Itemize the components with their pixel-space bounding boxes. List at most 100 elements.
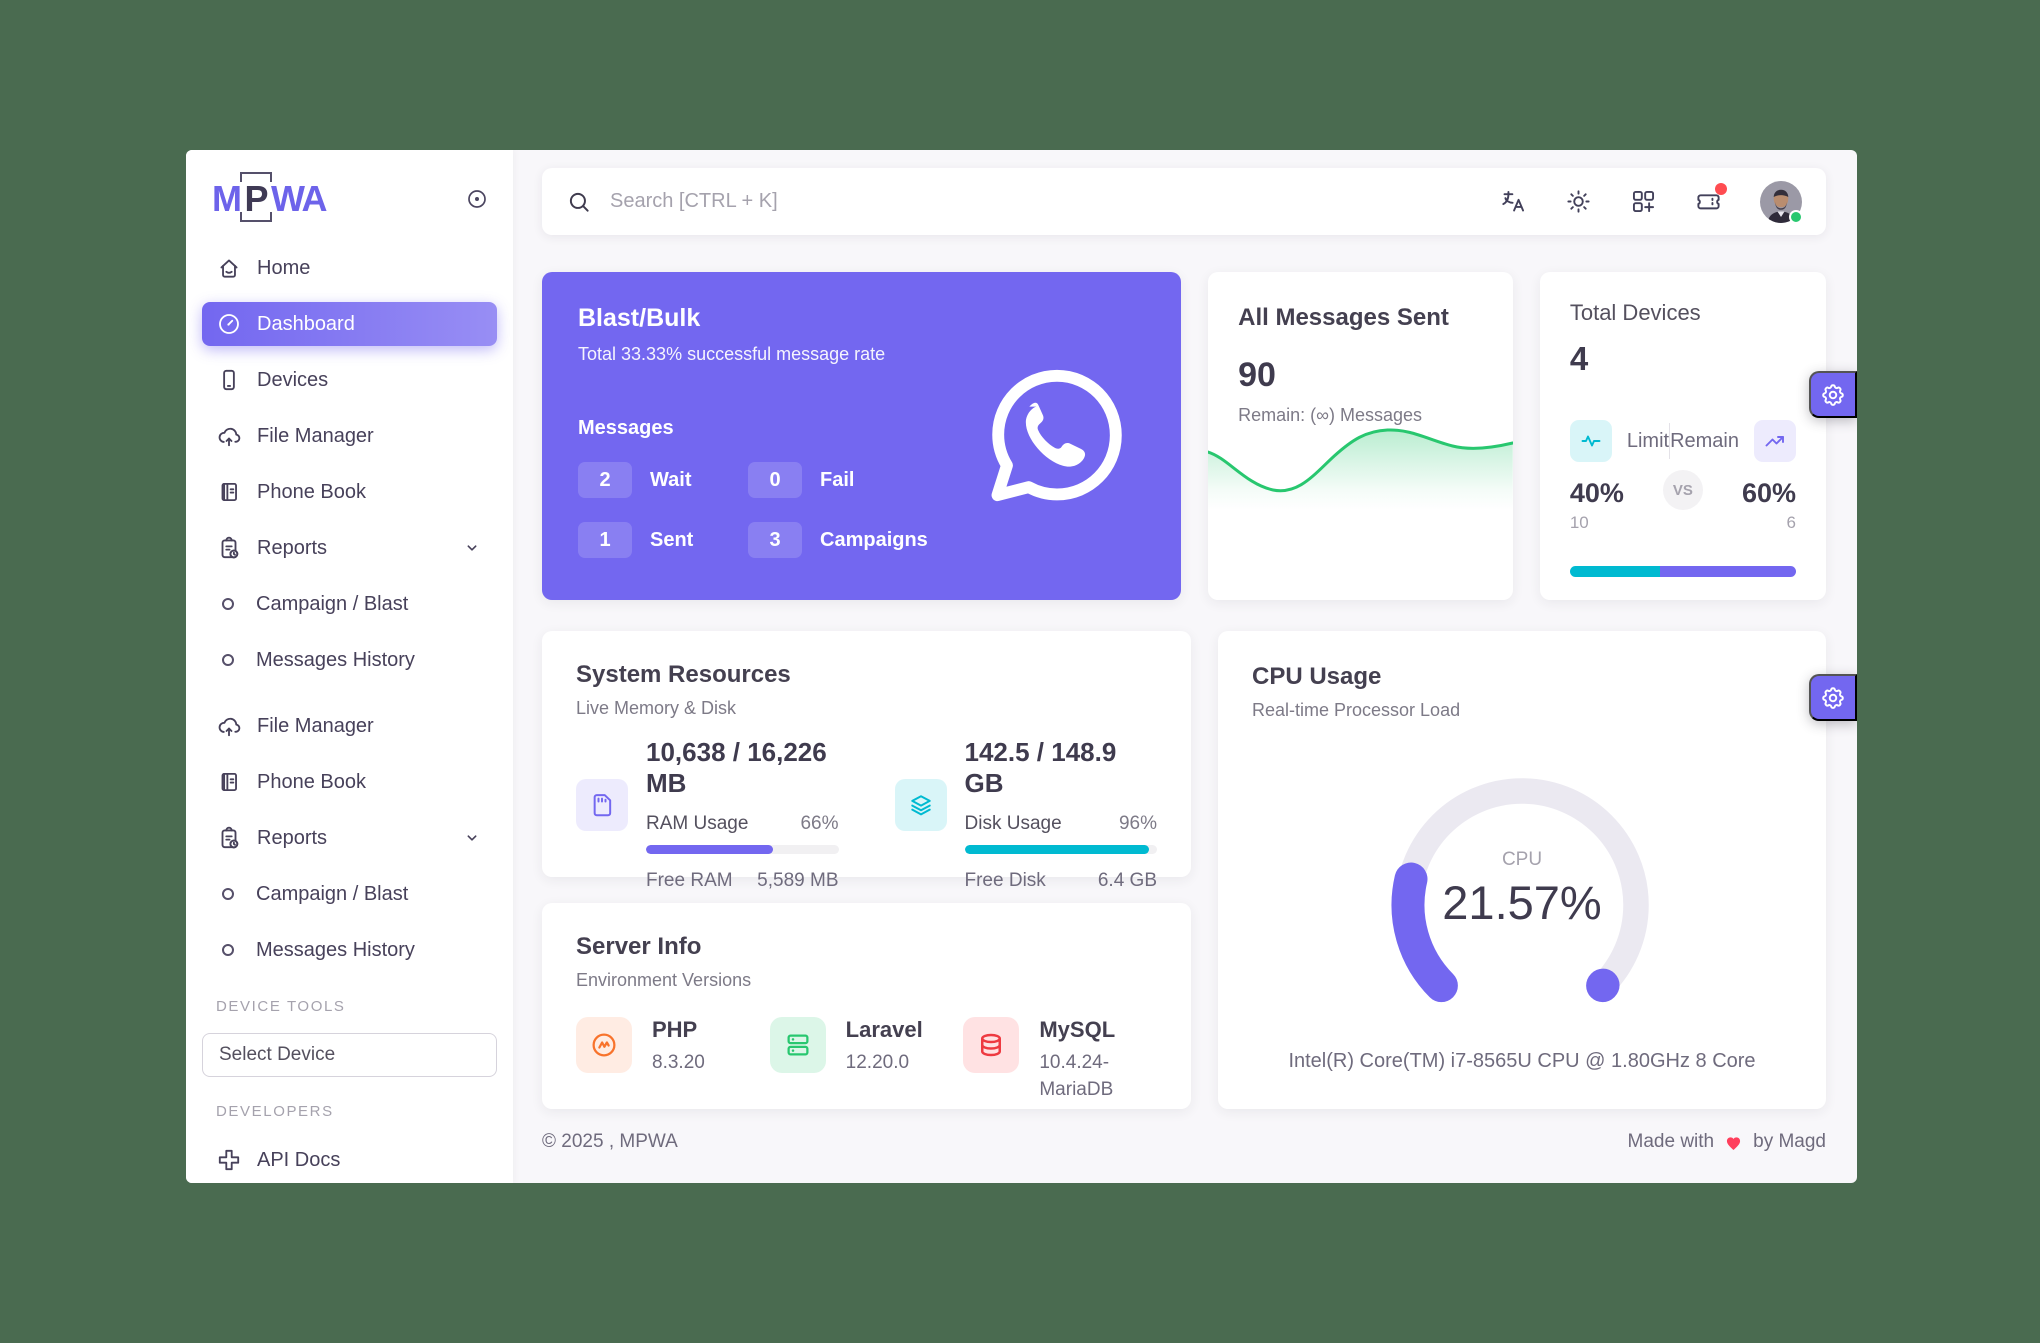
sidebar-item-label: API Docs — [257, 1148, 341, 1171]
limit-label: Limit — [1626, 429, 1670, 452]
sidebar-pin-toggle-icon[interactable] — [465, 187, 489, 211]
cloud-upload-icon — [218, 427, 241, 447]
select-device-dropdown[interactable]: Select Device — [202, 1033, 497, 1077]
limit-pulse-icon — [1569, 420, 1612, 462]
ram-total: 10,638 / 16,226 MB — [646, 737, 827, 798]
logo-part-wa: WA — [271, 178, 328, 219]
total-devices-card: Total Devices 4 Limit Remain — [1539, 272, 1826, 600]
limit-count: 10 — [1569, 513, 1589, 532]
blast-subtitle: Total 33.33% successful message rate — [578, 344, 886, 364]
disk-bar-fill — [964, 845, 1150, 854]
sidebar-item-messages-history[interactable]: Messages History — [202, 928, 497, 972]
section-device-tools: DEVICE TOOLS — [216, 998, 346, 1015]
ram-usage-label: RAM Usage — [646, 813, 749, 834]
blast-stat-campaigns: 3 Campaigns — [748, 522, 1028, 558]
sidebar-item-label: Campaign / Blast — [256, 592, 409, 615]
shortcuts-grid-icon[interactable] — [1630, 188, 1657, 215]
lower-row: System Resources Live Memory & Disk 10,6… — [542, 631, 1826, 1109]
sidebar-item-home[interactable]: Home — [202, 246, 497, 290]
customizer-gear-button-top[interactable] — [1809, 371, 1857, 418]
cpu-gauge-value: 21.57% — [1442, 876, 1602, 929]
sidebar-item-api-docs[interactable]: API Docs — [202, 1138, 497, 1182]
devices-ratio-bar — [1569, 566, 1796, 577]
heart-icon — [1723, 1132, 1744, 1153]
disk-free-value: 6.4 GB — [1097, 870, 1157, 891]
system-resources-title: System Resources — [576, 661, 791, 688]
sidebar: M P WA Home Dashboard Devices File Manager Pho… — [186, 150, 513, 1183]
header-bar — [542, 168, 1826, 235]
sidebar-item-label: Campaign / Blast — [256, 882, 409, 905]
bullet-icon — [222, 888, 234, 900]
disk-bar-track — [964, 845, 1157, 854]
stat-value: 0 — [748, 462, 802, 498]
ram-usage-percent: 66% — [800, 813, 839, 834]
server-env-list: PHP 8.3.20 Laravel 12.20.0 MySQL 10.4.24-Mari… — [576, 1017, 1157, 1103]
sidebar-item-messages-history[interactable]: Messages History — [202, 638, 497, 682]
all-messages-remain: Remain: (∞) Messages — [1238, 405, 1422, 425]
all-messages-value: 90 — [1238, 356, 1276, 394]
logo-part-m: M — [212, 178, 242, 219]
remain-trend-icon — [1754, 420, 1796, 462]
sidebar-item-label: Reports — [257, 826, 328, 849]
disk-stack-icon — [894, 779, 947, 831]
sidebar-item-devices[interactable]: Devices — [202, 358, 497, 402]
app-logo[interactable]: M P WA — [212, 172, 328, 222]
env-version: 8.3.20 — [652, 1052, 705, 1073]
env-name: MySQL — [1039, 1017, 1116, 1042]
messages-spark-chart — [1208, 428, 1513, 510]
blast-stat-sent: 1 Sent — [578, 522, 748, 558]
stat-value: 2 — [578, 462, 632, 498]
search-input[interactable] — [610, 190, 1480, 213]
sidebar-item-reports[interactable]: Reports — [202, 526, 497, 570]
search-icon — [566, 189, 592, 215]
sidebar-item-phone-book[interactable]: Phone Book — [202, 470, 497, 514]
main-content: Blast/Bulk Total 33.33% successful messa… — [513, 150, 1857, 1183]
sidebar-item-dashboard[interactable]: Dashboard — [202, 302, 497, 346]
gear-icon — [1822, 383, 1844, 406]
user-avatar[interactable] — [1760, 180, 1803, 224]
remain-bar-segment — [1660, 566, 1796, 577]
disk-usage-label: Disk Usage — [964, 813, 1062, 834]
sidebar-item-campaign-blast[interactable]: Campaign / Blast — [202, 582, 497, 626]
language-icon[interactable] — [1500, 188, 1527, 215]
remain-percent: 60% — [1741, 478, 1796, 508]
stat-label: Wait — [650, 468, 692, 491]
stat-value: 1 — [578, 522, 632, 558]
sidebar-item-campaign-blast[interactable]: Campaign / Blast — [202, 872, 497, 916]
logo-part-p: P — [239, 172, 272, 222]
footer-copyright: © 2025 , MPWA — [542, 1131, 678, 1152]
sidebar-item-reports[interactable]: Reports — [202, 816, 497, 860]
ram-free-label: Free RAM — [646, 870, 733, 891]
mysql-icon — [963, 1017, 1020, 1073]
online-status-dot — [1789, 209, 1803, 224]
sidebar-item-file-manager[interactable]: File Manager — [202, 704, 497, 748]
phone-book-icon — [221, 482, 237, 502]
sidebar-item-phone-book[interactable]: Phone Book — [202, 760, 497, 804]
customizer-gear-button-bottom[interactable] — [1809, 674, 1857, 721]
sidebar-item-label: Home — [257, 256, 311, 279]
stat-label: Campaigns — [820, 528, 928, 551]
blast-bulk-card: Blast/Bulk Total 33.33% successful messa… — [542, 272, 1182, 600]
system-resources-card: System Resources Live Memory & Disk 10,6… — [542, 631, 1191, 891]
sidebar-item-label: Messages History — [256, 938, 415, 961]
sidebar-item-label: Messages History — [256, 648, 415, 671]
theme-sun-icon[interactable] — [1565, 188, 1592, 215]
sidebar-item-label: Dashboard — [257, 312, 355, 335]
env-version: 12.20.0 — [845, 1052, 910, 1073]
notifications-icon[interactable] — [1695, 183, 1727, 215]
laravel-icon — [769, 1017, 826, 1073]
env-item-php: PHP 8.3.20 — [576, 1017, 770, 1103]
sidebar-item-label: File Manager — [257, 714, 374, 737]
all-messages-title: All Messages Sent — [1238, 304, 1449, 331]
stat-value: 3 — [748, 522, 802, 558]
sidebar-item-file-manager[interactable]: File Manager — [202, 414, 497, 458]
blast-stats: 2 Wait 0 Fail 1 Sent 3 Campaigns — [578, 462, 1145, 558]
php-icon — [576, 1017, 632, 1073]
limit-bar-segment — [1569, 566, 1661, 577]
vs-badge: VS — [1662, 470, 1703, 510]
ram-icon — [576, 779, 628, 831]
blast-stat-wait: 2 Wait — [578, 462, 748, 498]
all-messages-card: All Messages Sent 90 Remain: (∞) Message… — [1208, 272, 1513, 600]
ram-bar-track — [646, 845, 839, 854]
